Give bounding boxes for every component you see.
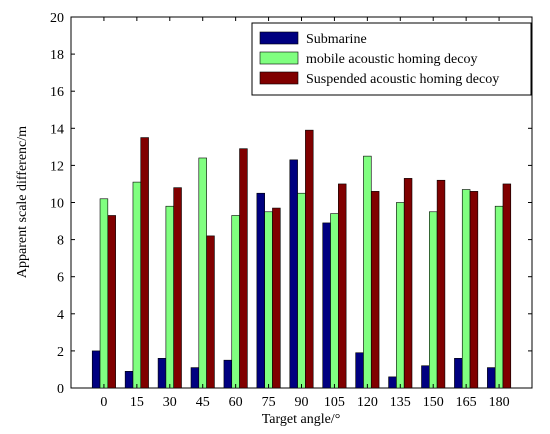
bar-series0-0 — [91, 350, 101, 389]
bar-series2-15 — [140, 137, 149, 389]
bar-series2-75 — [272, 207, 281, 389]
y-tick-label: 20 — [50, 11, 64, 26]
x-axis: 0 15 30 45 60 75 90 105 120 135 150 165 180 — [100, 17, 510, 410]
legend: Submarine mobile acoustic homing decoy S… — [251, 22, 532, 96]
legend-box — [251, 22, 532, 96]
bar-series2-90 — [305, 129, 314, 389]
y-tick-label: 4 — [57, 308, 64, 323]
legend-label-mobile-decoy: mobile acoustic homing decoy — [306, 52, 477, 67]
bar-series0-75 — [256, 192, 265, 389]
legend-swatch-submarine — [259, 31, 299, 45]
bar-series2-0 — [107, 215, 116, 389]
x-tick-label: 120 — [357, 395, 378, 410]
bar-series1-60 — [231, 215, 240, 389]
legend-swatch-mobile-decoy — [259, 51, 299, 65]
y-tick-label: 2 — [57, 345, 64, 360]
y-tick-label: 10 — [50, 197, 64, 212]
bar-series1-105 — [330, 213, 339, 389]
bar-series1-75 — [264, 211, 273, 389]
x-tick-label: 60 — [229, 395, 243, 410]
bar-series0-90 — [289, 159, 298, 389]
x-tick-label: 135 — [390, 395, 411, 410]
bar-series1-15 — [132, 181, 142, 389]
legend-label-submarine: Submarine — [306, 32, 367, 47]
y-tick-label: 14 — [50, 122, 64, 137]
x-tick-label: 0 — [100, 395, 107, 410]
bar-series1-90 — [297, 192, 306, 389]
bar-series2-45 — [206, 235, 215, 389]
x-tick-label: 165 — [456, 395, 477, 410]
bar-series1-165 — [461, 189, 471, 389]
bar-series0-150 — [421, 365, 430, 389]
x-axis-label: Target angle/° — [262, 412, 341, 427]
x-tick-label: 45 — [196, 395, 210, 410]
bar-series1-180 — [494, 205, 504, 389]
y-tick-label: 8 — [57, 234, 64, 249]
y-tick-label: 0 — [57, 382, 64, 397]
bar-series2-150 — [436, 179, 446, 389]
bar-series2-135 — [403, 178, 413, 389]
x-tick-label: 180 — [489, 395, 510, 410]
y-tick-label: 12 — [50, 159, 64, 174]
y-axis: 0 2 4 6 8 10 12 14 16 18 20 — [50, 11, 532, 397]
bar-series0-60 — [223, 359, 233, 389]
bar-series1-45 — [198, 157, 207, 389]
bar-series2-120 — [370, 191, 380, 389]
bar-series0-135 — [388, 376, 397, 389]
x-tick-label: 75 — [262, 395, 276, 410]
y-tick-label: 6 — [57, 271, 64, 286]
bar-series0-105 — [322, 222, 331, 389]
bar-series1-120 — [363, 155, 372, 389]
bar-series1-30 — [165, 205, 174, 389]
bars-group — [91, 129, 512, 389]
bar-series2-165 — [469, 191, 479, 389]
bar-series0-120 — [355, 352, 364, 389]
bar-series0-165 — [454, 358, 463, 389]
bar-series1-150 — [429, 211, 438, 389]
bar-series0-45 — [190, 367, 200, 389]
bar-series2-180 — [502, 183, 512, 389]
bar-series1-0 — [99, 198, 109, 389]
x-tick-label: 30 — [163, 395, 177, 410]
bar-series0-15 — [124, 371, 134, 389]
x-tick-label: 150 — [423, 395, 444, 410]
y-axis-label: Apparent scale differenc/m — [15, 126, 30, 278]
y-tick-label: 18 — [50, 48, 64, 63]
bar-series2-30 — [173, 187, 182, 389]
bar-series2-105 — [338, 183, 347, 389]
x-tick-label: 105 — [324, 395, 345, 410]
bar-series2-60 — [239, 148, 248, 389]
bar-series0-30 — [157, 358, 167, 389]
y-tick-label: 16 — [50, 85, 64, 100]
x-tick-label: 90 — [295, 395, 309, 410]
legend-label-suspended-decoy: Suspended acoustic homing decoy — [306, 72, 499, 87]
legend-swatch-suspended-decoy — [259, 71, 299, 85]
x-tick-label: 15 — [130, 395, 144, 410]
bar-series0-180 — [487, 367, 496, 389]
bar-series1-135 — [396, 202, 405, 389]
